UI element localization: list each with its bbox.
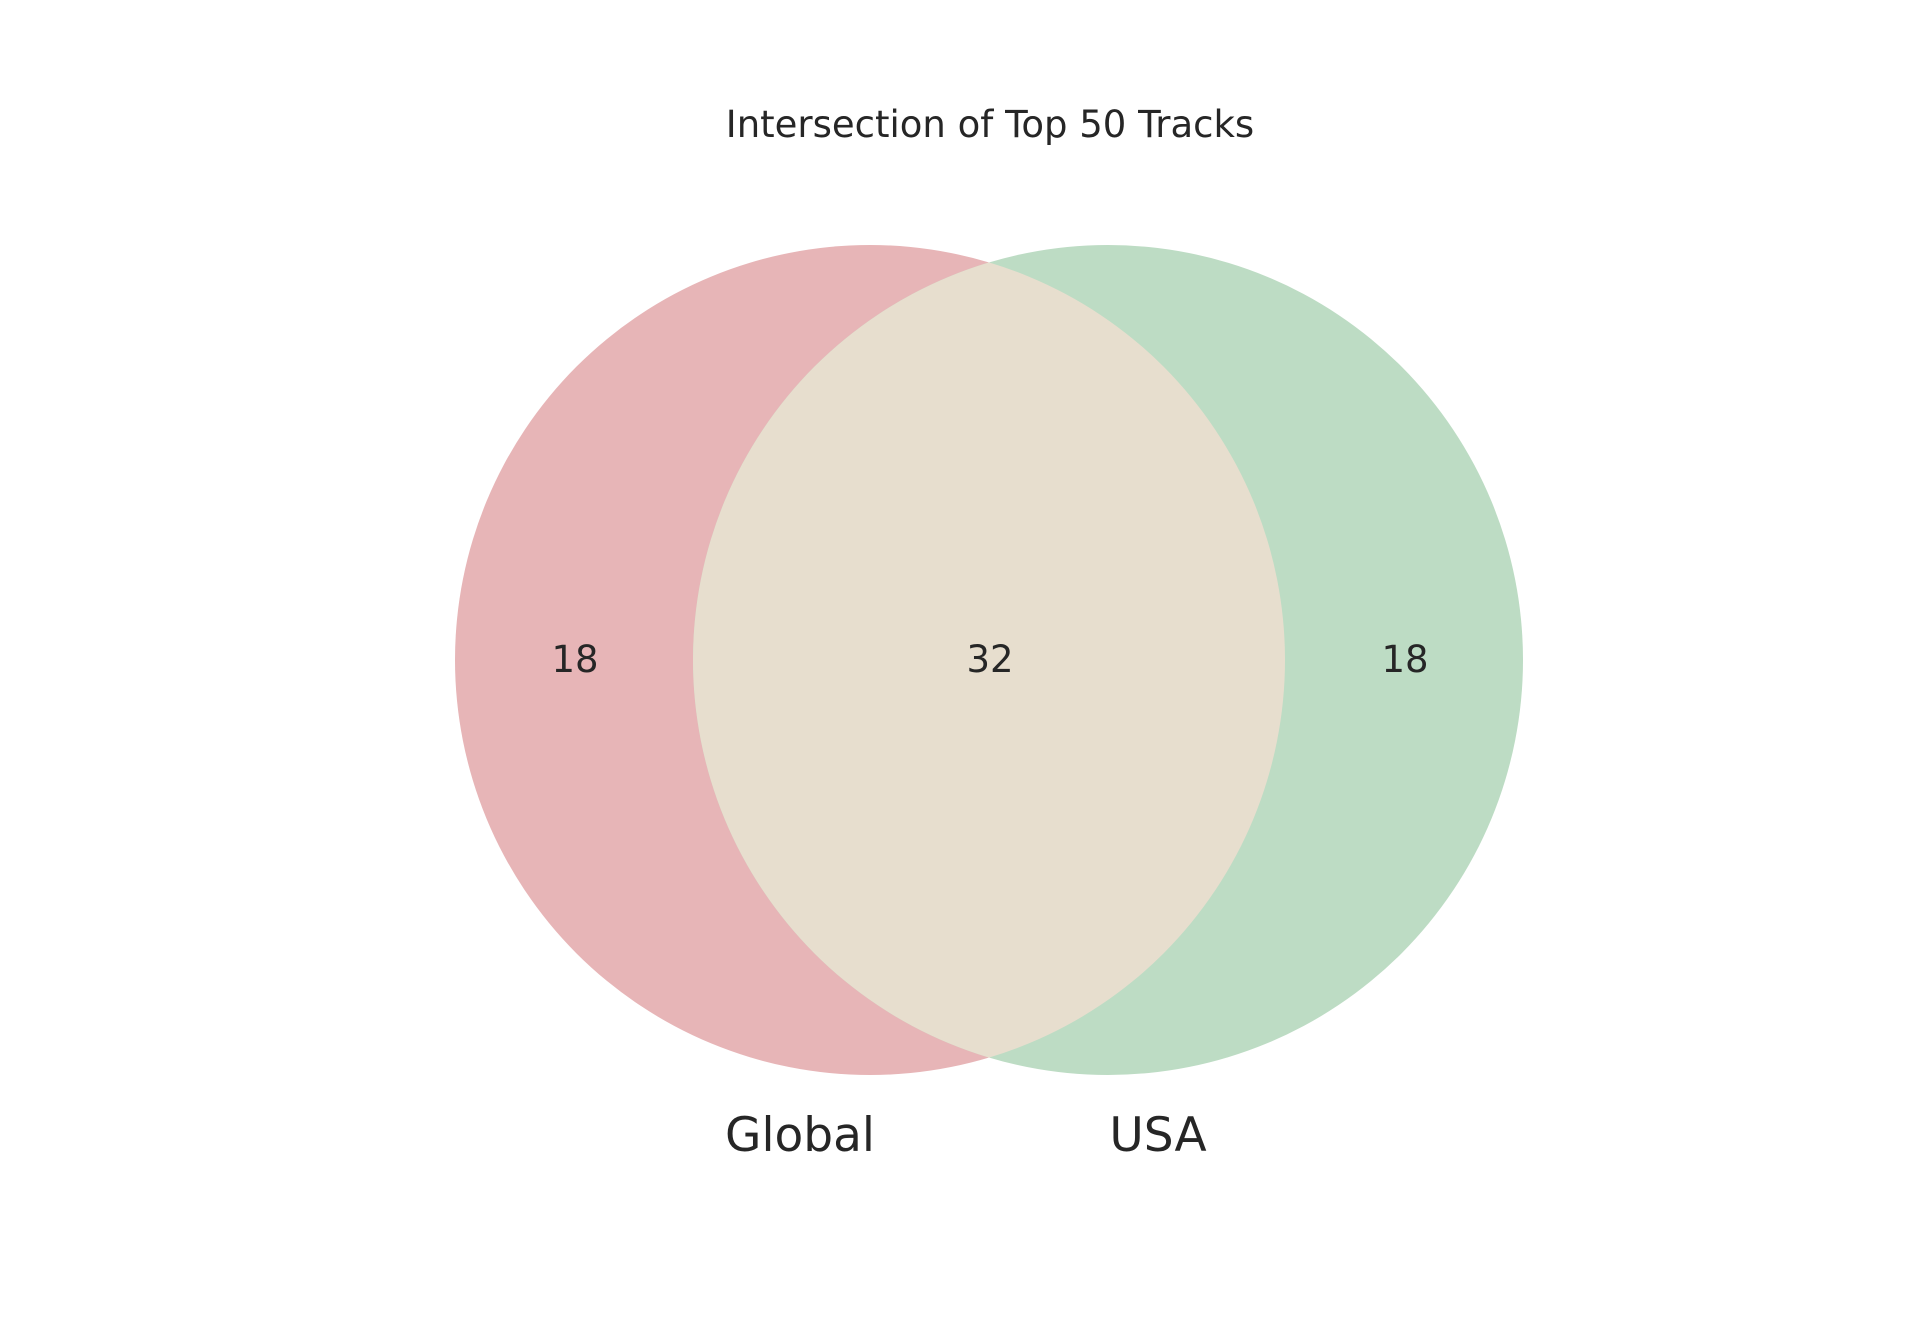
chart-title: Intersection of Top 50 Tracks [726,103,1254,146]
global-only-count: 18 [551,638,598,681]
usa-only-count: 18 [1381,638,1428,681]
intersection-count: 32 [966,638,1013,681]
set-label-global: Global [725,1108,875,1163]
set-label-usa: USA [1109,1108,1206,1163]
intersection-region [693,245,1285,1075]
